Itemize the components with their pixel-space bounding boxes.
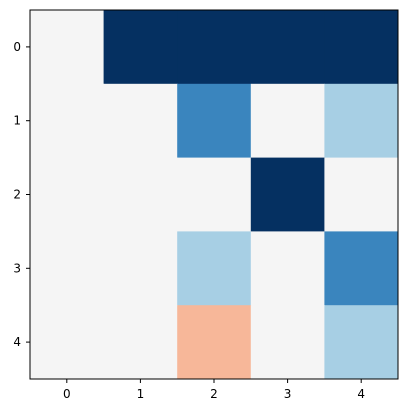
- heatmap-cell-0-2: [177, 10, 252, 85]
- y-tick-label-1: 1: [13, 114, 21, 128]
- heatmap-cell-3-3: [250, 231, 325, 306]
- heatmap-cell-3-1: [103, 231, 178, 306]
- x-tick-label-0: 0: [63, 387, 71, 401]
- heatmap-cell-3-4: [324, 231, 399, 306]
- heatmap-cell-0-0: [30, 10, 105, 85]
- heatmap-cell-4-4: [324, 305, 399, 380]
- heatmap-cell-1-0: [30, 83, 105, 159]
- heatmap-cell-1-4: [324, 83, 399, 159]
- heatmap-cell-4-0: [30, 305, 105, 380]
- x-tick-label-3: 3: [284, 387, 292, 401]
- y-tick-label-3: 3: [13, 261, 21, 275]
- heatmap-cell-2-4: [324, 157, 399, 232]
- heatmap-cell-1-3: [250, 83, 325, 159]
- y-tick-label-0: 0: [13, 40, 21, 54]
- x-axis-ticks: 0 1 2 3 4: [63, 379, 365, 401]
- heatmap-cell-2-1: [103, 157, 178, 232]
- x-tick-label-4: 4: [357, 387, 365, 401]
- heatmap-cell-4-3: [250, 305, 325, 380]
- heatmap-cell-1-1: [103, 83, 178, 159]
- heatmap-cell-4-1: [103, 305, 178, 380]
- heatmap-cell-4-2: [177, 305, 252, 380]
- y-tick-label-4: 4: [13, 335, 21, 349]
- y-tick-label-2: 2: [13, 188, 21, 202]
- y-axis-ticks: 0 1 2 3 4: [13, 40, 30, 349]
- heatmap-cell-3-2: [177, 231, 252, 306]
- x-tick-label-2: 2: [210, 387, 218, 401]
- x-tick-label-1: 1: [137, 387, 145, 401]
- heatmap-cell-2-0: [30, 157, 105, 232]
- heatmap-cell-0-4: [324, 10, 399, 85]
- heatmap-cell-2-3: [250, 157, 325, 232]
- heatmap-cell-3-0: [30, 231, 105, 306]
- heatmap-cell-0-1: [103, 10, 178, 85]
- heatmap-cell-1-2: [177, 83, 252, 159]
- heatmap-cell-2-2: [177, 157, 252, 232]
- heatmap-cell-0-3: [250, 10, 325, 85]
- heatmap-cells: [30, 10, 399, 380]
